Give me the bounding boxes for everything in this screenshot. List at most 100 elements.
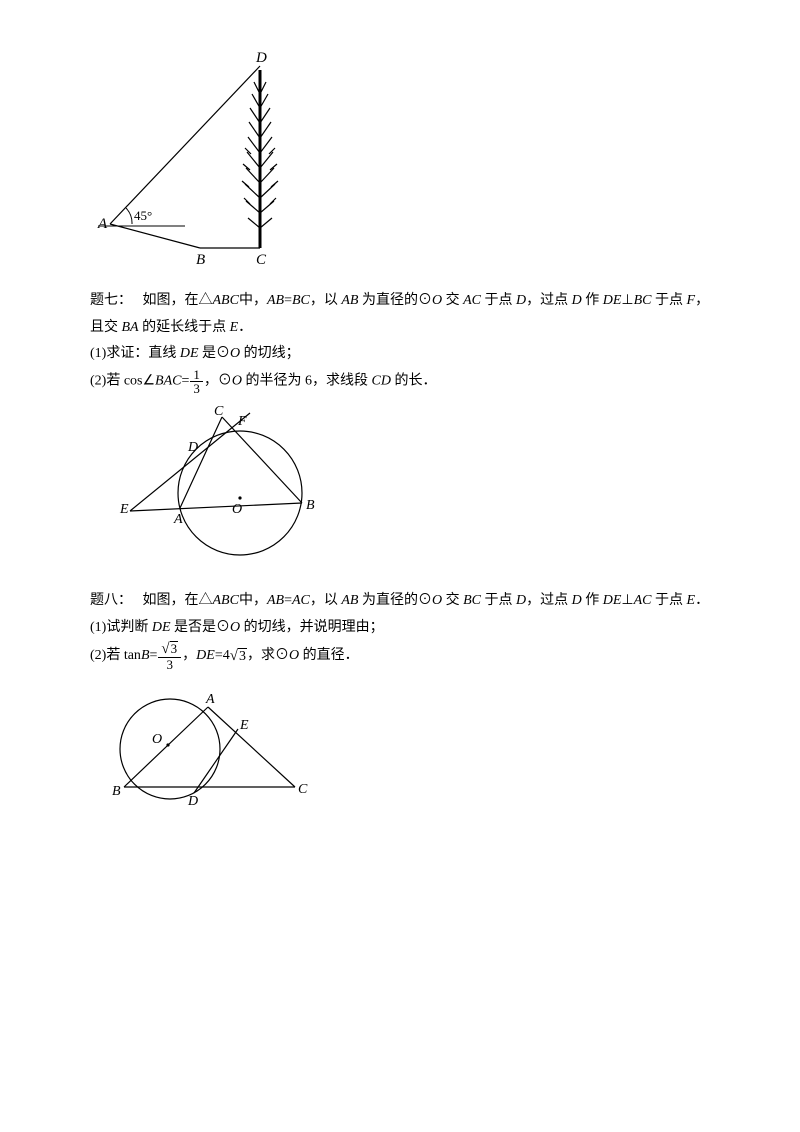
p7-period: ． bbox=[238, 320, 252, 335]
p8-ab: AB bbox=[267, 593, 284, 608]
p7-p2eq: = bbox=[182, 374, 190, 389]
p7-p2bac: BAC bbox=[155, 374, 181, 389]
problem-8: 题八： 如图，在△ABC中，AB=AC，以 AB 为直径的⊙O 交 BC 于点 … bbox=[90, 588, 710, 671]
p8-p1b: 是否是⊙ bbox=[171, 620, 231, 635]
f2-D: D bbox=[187, 440, 198, 455]
p8-e: E bbox=[687, 593, 696, 608]
figure-1-tree: 45° A B C D bbox=[90, 48, 300, 268]
p8-t1: 如图，在△ bbox=[143, 593, 213, 608]
p8-d2: D bbox=[572, 593, 582, 608]
p8-ac2: AC bbox=[634, 593, 652, 608]
p8-rad3: 3 bbox=[238, 648, 247, 664]
f2-A: A bbox=[173, 512, 183, 527]
p7-ab2: AB bbox=[341, 293, 358, 308]
p7-t2: 中， bbox=[239, 293, 267, 308]
p8-t7: ，过点 bbox=[526, 593, 572, 608]
p8-t9: 于点 bbox=[652, 593, 687, 608]
p7-tri: ABC bbox=[213, 293, 239, 308]
p7-p2cd: CD bbox=[372, 374, 391, 389]
p8-ab2: AB bbox=[341, 593, 358, 608]
f3-C: C bbox=[298, 782, 308, 797]
pt-D-label: D bbox=[255, 50, 267, 66]
pt-C-label: C bbox=[256, 252, 267, 268]
p8-frac: 33 bbox=[158, 641, 181, 671]
p7-d2: D bbox=[572, 293, 582, 308]
p7-bc2: BC bbox=[634, 293, 652, 308]
p7-p1o: O bbox=[230, 346, 240, 361]
p8-part2: (2)若 tanB=33，DE=43，求⊙O 的直径． bbox=[90, 641, 710, 671]
p7-o: O bbox=[432, 293, 442, 308]
problem-7-label: 题七： bbox=[90, 293, 132, 308]
p8-p1de: DE bbox=[152, 620, 171, 635]
figure-3-circle: O A B C D E bbox=[90, 679, 320, 819]
f3-A: A bbox=[205, 692, 215, 707]
p8-sqrt3: 3 bbox=[230, 642, 247, 671]
p8-p2eq2: = bbox=[215, 649, 223, 664]
p8-p2b: B bbox=[141, 649, 150, 664]
p8-t6: 于点 bbox=[481, 593, 516, 608]
problem-8-label: 题八： bbox=[90, 593, 132, 608]
p7-frac: 13 bbox=[190, 368, 203, 395]
p8-o: O bbox=[432, 593, 442, 608]
p7-p2m1: ，⊙ bbox=[204, 374, 232, 389]
p8-de: DE bbox=[603, 593, 622, 608]
p7-t7: ，过点 bbox=[526, 293, 572, 308]
f2-O: O bbox=[232, 502, 242, 517]
p8-t8: 作 bbox=[582, 593, 603, 608]
p8-perp: ⊥ bbox=[621, 593, 633, 608]
p7-p2o: O bbox=[232, 374, 242, 389]
f3-B: B bbox=[112, 784, 121, 799]
f2-B: B bbox=[306, 498, 315, 513]
f3-E: E bbox=[239, 718, 249, 733]
pt-B-label: B bbox=[196, 252, 205, 268]
p8-tri: ABC bbox=[213, 593, 239, 608]
p7-fden: 3 bbox=[190, 382, 203, 395]
p8-p2n: (2) bbox=[90, 649, 106, 664]
p7-d: D bbox=[516, 293, 526, 308]
p7-p1n: (1) bbox=[90, 346, 106, 361]
p8-p2eq: = bbox=[150, 649, 158, 664]
p7-p2n: (2) bbox=[90, 374, 106, 389]
angle-45-label: 45° bbox=[134, 208, 152, 223]
p7-t8: 作 bbox=[582, 293, 603, 308]
p7-fnum: 1 bbox=[190, 368, 203, 382]
p7-t9: 于点 bbox=[652, 293, 687, 308]
p8-p2a: 若 tan bbox=[106, 649, 141, 664]
p7-f: F bbox=[687, 293, 696, 308]
p7-p1a: 求证：直线 bbox=[106, 346, 180, 361]
p7-e: E bbox=[230, 320, 239, 335]
problem-7: 题七： 如图，在△ABC中，AB=BC，以 AB 为直径的⊙O 交 AC 于点 … bbox=[90, 288, 710, 395]
p8-p1n: (1) bbox=[90, 620, 106, 635]
p8-p2o: O bbox=[289, 649, 299, 664]
p8-bc: BC bbox=[463, 593, 481, 608]
p8-fden: 3 bbox=[158, 658, 181, 671]
p8-t5: 交 bbox=[442, 593, 463, 608]
p8-t2: 中， bbox=[239, 593, 267, 608]
f2-F: F bbox=[237, 414, 247, 429]
p8-p2m2: ，求⊙ bbox=[247, 649, 289, 664]
p8-coef: 4 bbox=[223, 649, 230, 664]
p8-p2de2: DE bbox=[196, 649, 215, 664]
p8-part1: (1)试判断 DE 是否是⊙O 的切线，并说明理由； bbox=[90, 615, 710, 642]
p8-fnum-rad: 3 bbox=[170, 641, 179, 656]
page-content: 45° A B C D 题七： 如图，在△ABC中，AB= bbox=[0, 0, 800, 879]
p7-t1: 如图，在△ bbox=[143, 293, 213, 308]
p7-t6: 于点 bbox=[481, 293, 516, 308]
p7-ab: AB bbox=[267, 293, 284, 308]
p8-p2m1: ， bbox=[182, 649, 196, 664]
p7-part1: (1)求证：直线 DE 是⊙O 的切线； bbox=[90, 341, 710, 368]
p7-ba: BA bbox=[122, 320, 139, 335]
p8-p1c: 的切线，并说明理由； bbox=[240, 620, 384, 635]
p7-p2end: 的长． bbox=[391, 374, 437, 389]
figure-2-circle: O A B C D E F bbox=[90, 403, 350, 568]
p8-p2end: 的直径． bbox=[299, 649, 359, 664]
f2-E: E bbox=[119, 502, 129, 517]
p7-perp: ⊥ bbox=[621, 293, 633, 308]
p8-fnum: 3 bbox=[158, 641, 181, 658]
p7-t11: 的延长线于点 bbox=[139, 320, 230, 335]
p7-p1c: 的切线； bbox=[240, 346, 300, 361]
p7-t5: 交 bbox=[442, 293, 463, 308]
p7-p1b: 是⊙ bbox=[199, 346, 231, 361]
p7-part2: (2)若 cos∠BAC=13，⊙O 的半径为 6，求线段 CD 的长． bbox=[90, 368, 710, 395]
p7-bc: BC bbox=[292, 293, 310, 308]
